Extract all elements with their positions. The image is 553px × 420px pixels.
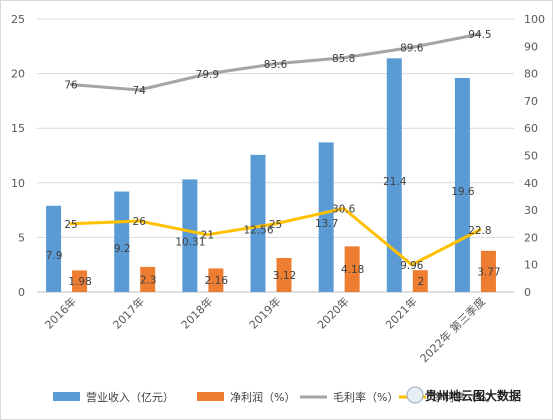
net-margin-data-label: 9.96 (400, 260, 424, 272)
gross-margin-data-label: 76 (64, 80, 78, 92)
bar-revenue (318, 142, 334, 292)
left-axis-tick-label: 20 (11, 68, 25, 81)
left-axis-tick-label: 25 (11, 13, 25, 26)
net-margin-data-label: 26 (133, 216, 147, 228)
bar-revenue (250, 154, 266, 292)
watermark-logo-icon (406, 386, 424, 404)
left-axis-tick-label: 10 (11, 177, 25, 190)
right-axis-tick-label: 0 (524, 286, 531, 299)
x-axis-category-label: 2016年 (42, 294, 79, 331)
revenue-data-label: 10.31 (175, 237, 205, 249)
line-gross-margin (69, 32, 482, 92)
revenue-data-label: 7.9 (46, 250, 63, 262)
left-axis-tick-label: 15 (11, 122, 25, 135)
gross-margin-data-label: 79.9 (196, 69, 219, 81)
bar-revenue (46, 205, 62, 292)
left-axis-tick-label: 0 (18, 286, 25, 299)
bar-net-profit (276, 257, 292, 292)
net-profit-data-label: 2.16 (205, 275, 229, 287)
net-profit-data-label: 4.18 (341, 264, 364, 276)
right-axis-tick-label: 70 (524, 95, 538, 108)
left-axis-tick-label: 5 (18, 231, 25, 244)
right-axis-tick-label: 10 (524, 259, 538, 272)
right-axis-tick-label: 50 (524, 150, 538, 163)
x-axis-category-label: 2018年 (178, 294, 215, 331)
right-axis-tick-label: 40 (524, 177, 538, 190)
legend-swatch (53, 392, 80, 401)
x-axis-category-label: 2021年 (382, 294, 419, 331)
right-axis-tick-label: 80 (524, 68, 538, 81)
revenue-data-label: 21.4 (383, 176, 407, 188)
legend-label: 净利润（%） (230, 390, 295, 404)
x-axis-category-label: 2022年 第三季度 (417, 294, 488, 365)
bar-net-profit (480, 250, 496, 292)
watermark-text: 贵州地云图大数据 (425, 388, 521, 403)
x-axis-category-label: 2017年 (110, 294, 147, 331)
net-margin-data-label: 21 (201, 230, 214, 242)
bar-revenue (114, 191, 130, 292)
bar-net-profit (412, 270, 428, 292)
right-axis-tick-label: 100 (524, 13, 545, 26)
net-margin-data-label: 22.8 (468, 225, 491, 237)
line-net-margin (69, 206, 482, 267)
legend-label: 营业收入（亿元） (86, 390, 174, 404)
net-profit-data-label: 3.77 (477, 266, 500, 278)
x-axis-category-label: 2020年 (314, 294, 351, 331)
net-profit-data-label: 2 (417, 276, 424, 288)
gross-margin-data-label: 74 (133, 85, 147, 97)
revenue-data-label: 19.6 (451, 186, 475, 198)
bar-revenue (182, 179, 198, 292)
net-profit-data-label: 2.3 (140, 274, 157, 286)
legend-label: 净利率（%） (432, 390, 497, 404)
revenue-data-label: 13.7 (315, 218, 338, 230)
gross-margin-data-label: 94.5 (468, 29, 491, 41)
net-profit-data-label: 3.12 (273, 270, 296, 282)
right-axis-tick-label: 60 (524, 122, 538, 135)
revenue-data-label: 12.56 (243, 224, 273, 236)
bar-net-profit (140, 266, 156, 292)
gross-margin-data-label: 83.6 (264, 59, 288, 71)
net-margin-data-label: 25 (269, 219, 282, 231)
bar-net-profit (208, 268, 224, 292)
bar-net-profit (344, 246, 360, 292)
right-axis-tick-label: 20 (524, 231, 538, 244)
x-axis-category-label: 2019年 (246, 294, 283, 331)
legend-label: 毛利率（%） (333, 390, 398, 404)
gross-margin-data-label: 85.8 (332, 53, 355, 65)
legend-swatch (197, 392, 224, 401)
net-margin-data-label: 30.6 (332, 203, 356, 215)
bar-revenue (386, 58, 402, 293)
bar-net-profit (72, 270, 88, 292)
right-axis-tick-label: 30 (524, 204, 538, 217)
right-axis-tick-label: 90 (524, 40, 538, 53)
gross-margin-data-label: 89.6 (400, 42, 424, 54)
net-profit-data-label: 1.98 (68, 276, 91, 288)
bar-revenue (454, 77, 470, 292)
revenue-data-label: 9.2 (114, 243, 131, 255)
net-margin-data-label: 25 (64, 219, 77, 231)
